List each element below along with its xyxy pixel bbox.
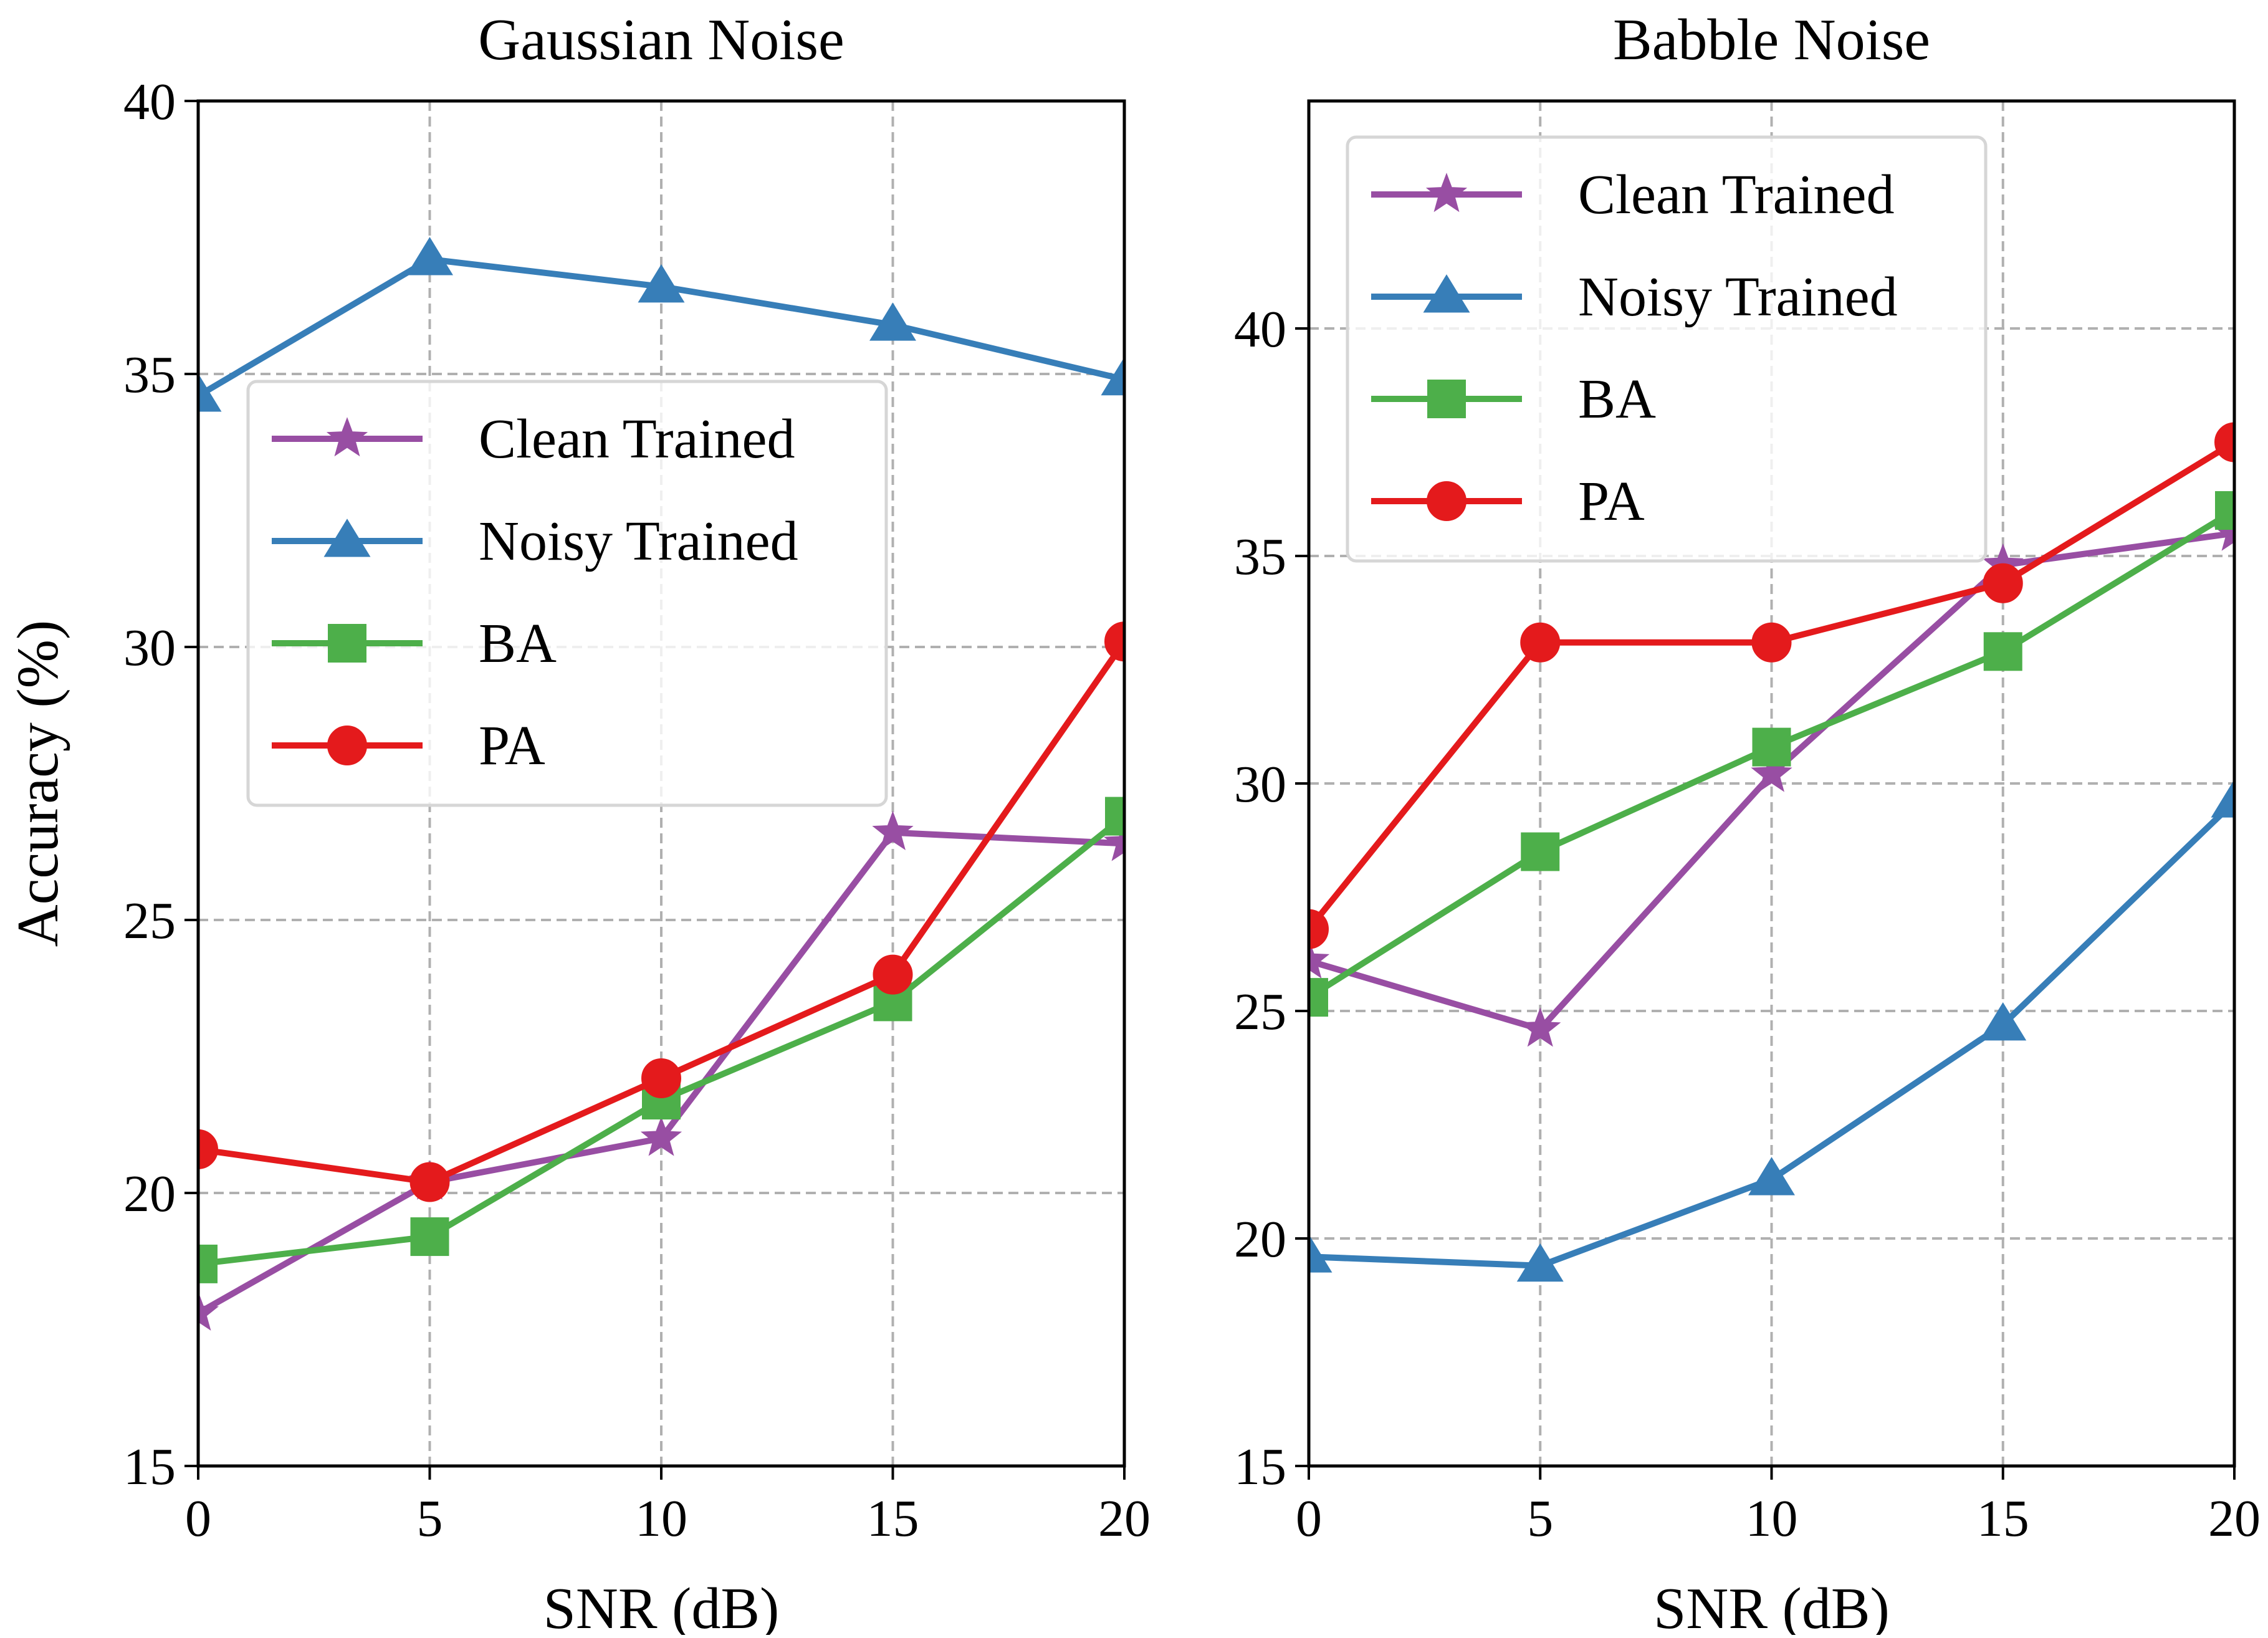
x-tick-label-1-4: 20 — [2208, 1490, 2261, 1548]
x-tick-label-1-0: 0 — [1296, 1490, 1322, 1548]
x-tick-label-0-0: 0 — [185, 1490, 211, 1548]
data-point-1-3-4 — [2214, 422, 2234, 462]
legend-marker-0-2 — [328, 624, 366, 663]
data-point-0-0-2 — [640, 1116, 682, 1156]
x-axis-label-0: SNR (dB) — [543, 1576, 780, 1635]
x-axis-label-1: SNR (dB) — [1653, 1576, 1890, 1635]
data-point-1-2-1 — [1521, 832, 1560, 871]
data-point-1-0-0 — [1309, 939, 1330, 979]
y-tick-label-0-3: 30 — [123, 619, 176, 677]
y-tick-label-0-2: 25 — [123, 892, 176, 950]
legend-label-0-1: Noisy Trained — [479, 510, 798, 572]
data-point-1-3-2 — [1751, 622, 1792, 663]
data-point-0-1-2 — [638, 264, 685, 303]
chart-title-0: Gaussian Noise — [478, 7, 844, 72]
legend-marker-0-3 — [327, 726, 367, 765]
x-tick-label-1-3: 15 — [1977, 1490, 2029, 1548]
legend-1: Clean Trained Noisy Trained BA PA — [1346, 135, 1988, 563]
data-point-1-1-2 — [1748, 1157, 1795, 1195]
series-group-0 — [198, 237, 1124, 1331]
legend-marker-0-0 — [326, 417, 368, 457]
legend-label-0-0: Clean Trained — [479, 408, 795, 470]
data-point-1-0-2 — [1751, 752, 1792, 792]
data-point-1-2-2 — [1752, 727, 1791, 767]
legend-label-0-3: PA — [479, 715, 545, 777]
chart-panel-1: 0 5 10 15 20 15 20 25 30 35 40 Babble Noise SNR (dB)… — [1234, 7, 2261, 1638]
x-tick-label-0-1: 5 — [417, 1490, 443, 1548]
x-tick-label-0-2: 10 — [635, 1490, 687, 1548]
y-tick-label-1-2: 25 — [1234, 983, 1286, 1041]
legend-label-1-0: Clean Trained — [1578, 164, 1894, 226]
legend-marker-1-0 — [1425, 173, 1468, 213]
y-tick-label-0-5: 40 — [123, 73, 176, 131]
data-point-1-3-0 — [1309, 909, 1329, 949]
y-tick-label-0-1: 20 — [123, 1165, 176, 1223]
chart-panel-0: 0 5 10 15 20 15 20 25 30 35 40 Gaussian Noise SNR (d… — [6, 7, 1151, 1638]
legend-0: Clean Trained Noisy Trained BA PA — [246, 380, 888, 807]
y-axis-label-0: Accuracy (%) — [6, 620, 70, 947]
x-tick-label-1-2: 10 — [1746, 1490, 1798, 1548]
x-tick-label-0-4: 20 — [1098, 1490, 1151, 1548]
data-point-1-1-4 — [2211, 779, 2234, 818]
legend-box-1 — [1346, 135, 1988, 563]
data-point-0-3-3 — [873, 954, 913, 995]
data-point-0-0-0 — [198, 1291, 219, 1331]
data-point-1-3-3 — [1983, 563, 2023, 603]
data-point-1-1-0 — [1309, 1234, 1333, 1273]
chart-title-1: Babble Noise — [1613, 7, 1930, 72]
data-point-1-1-3 — [1979, 1002, 2027, 1041]
legend-label-1-2: BA — [1578, 368, 1656, 430]
data-point-1-2-3 — [1983, 632, 2022, 671]
data-point-0-0-3 — [872, 810, 914, 851]
y-tick-label-1-3: 30 — [1234, 755, 1286, 813]
legend-marker-1-1 — [1423, 274, 1470, 313]
data-point-0-2-1 — [410, 1217, 449, 1257]
legend-label-1-1: Noisy Trained — [1578, 266, 1898, 328]
data-point-0-0-4 — [1103, 821, 1124, 861]
legend-box-0 — [246, 380, 888, 807]
legend-label-0-2: BA — [479, 613, 557, 674]
data-point-1-2-0 — [1309, 978, 1328, 1017]
data-point-1-2-4 — [2215, 491, 2234, 530]
data-point-0-1-3 — [869, 302, 916, 341]
y-tick-label-1-4: 35 — [1234, 528, 1286, 586]
x-tick-label-0-3: 15 — [867, 1490, 919, 1548]
data-point-0-2-0 — [198, 1244, 218, 1283]
data-point-0-3-4 — [1104, 621, 1124, 662]
data-point-0-1-0 — [198, 373, 222, 412]
legend-label-1-3: PA — [1578, 471, 1645, 532]
data-point-0-1-1 — [406, 237, 453, 275]
data-point-0-3-2 — [641, 1058, 681, 1099]
legend-marker-1-2 — [1427, 380, 1466, 418]
x-tick-label-1-1: 5 — [1527, 1490, 1553, 1548]
y-tick-label-1-1: 20 — [1234, 1210, 1286, 1268]
legend-marker-0-1 — [323, 519, 371, 557]
data-point-1-0-1 — [1519, 1007, 1561, 1047]
data-point-0-2-4 — [1105, 797, 1124, 836]
data-point-0-1-4 — [1101, 357, 1124, 396]
data-point-1-1-1 — [1516, 1243, 1564, 1282]
data-point-1-3-1 — [1520, 622, 1561, 663]
data-point-0-3-1 — [409, 1162, 450, 1202]
y-tick-label-1-0: 15 — [1234, 1438, 1286, 1496]
y-tick-label-0-0: 15 — [123, 1438, 176, 1496]
data-point-0-3-0 — [198, 1129, 218, 1169]
y-tick-label-1-5: 40 — [1234, 300, 1286, 358]
legend-marker-1-3 — [1427, 481, 1467, 521]
series-group-1 — [1309, 422, 2234, 1282]
y-tick-label-0-4: 35 — [123, 346, 176, 404]
